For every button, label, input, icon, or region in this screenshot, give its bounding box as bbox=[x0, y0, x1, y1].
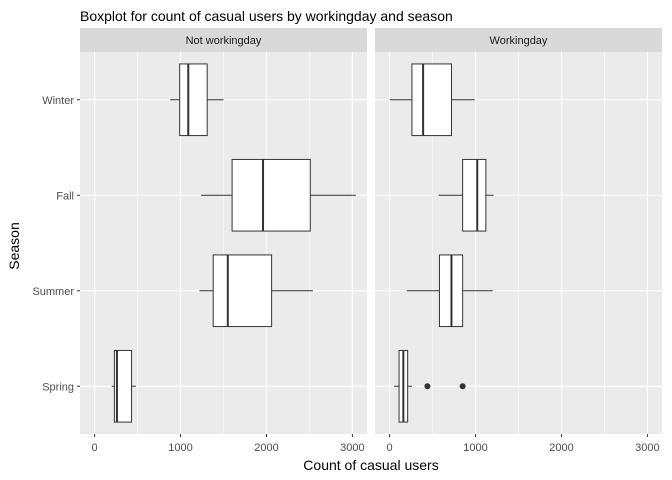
facet-panel-not-workingday: Not workingday 0 1000 2000 3000 bbox=[80, 28, 367, 454]
y-tick-label: Winter bbox=[42, 95, 74, 107]
x-tick-label: 2000 bbox=[254, 442, 278, 454]
facet-strip-label: Not workingday bbox=[186, 35, 262, 47]
x-tick-label: 1000 bbox=[168, 442, 192, 454]
x-tick-label: 3000 bbox=[635, 442, 659, 454]
y-tick-label: Fall bbox=[56, 190, 74, 202]
x-tick-label: 1000 bbox=[463, 442, 487, 454]
y-tick-label: Summer bbox=[32, 286, 74, 298]
facet-panel-workingday: Workingday 0 1000 2000 3000 bbox=[375, 28, 662, 454]
y-tick-label: Spring bbox=[42, 381, 74, 393]
x-tick-label: 2000 bbox=[549, 442, 573, 454]
box-summer bbox=[212, 254, 273, 328]
y-axis: Winter Fall Summer Spring bbox=[32, 95, 80, 393]
chart-title: Boxplot for count of casual users by wor… bbox=[80, 8, 453, 24]
box-fall bbox=[231, 158, 311, 232]
x-tick-label: 0 bbox=[92, 442, 98, 454]
box-winter bbox=[411, 63, 452, 137]
outlier-point bbox=[459, 383, 466, 390]
x-axis-title: Count of casual users bbox=[303, 457, 438, 473]
x-tick-label: 3000 bbox=[340, 442, 364, 454]
x-tick-label: 0 bbox=[387, 442, 393, 454]
box-fall bbox=[462, 158, 487, 232]
box-spring bbox=[113, 349, 133, 423]
outlier-point bbox=[424, 383, 431, 390]
facet-strip bbox=[375, 28, 662, 52]
facet-strip bbox=[80, 28, 367, 52]
y-axis-title: Season bbox=[6, 222, 22, 269]
box-winter bbox=[179, 63, 208, 137]
facet-strip-label: Workingday bbox=[490, 35, 548, 47]
